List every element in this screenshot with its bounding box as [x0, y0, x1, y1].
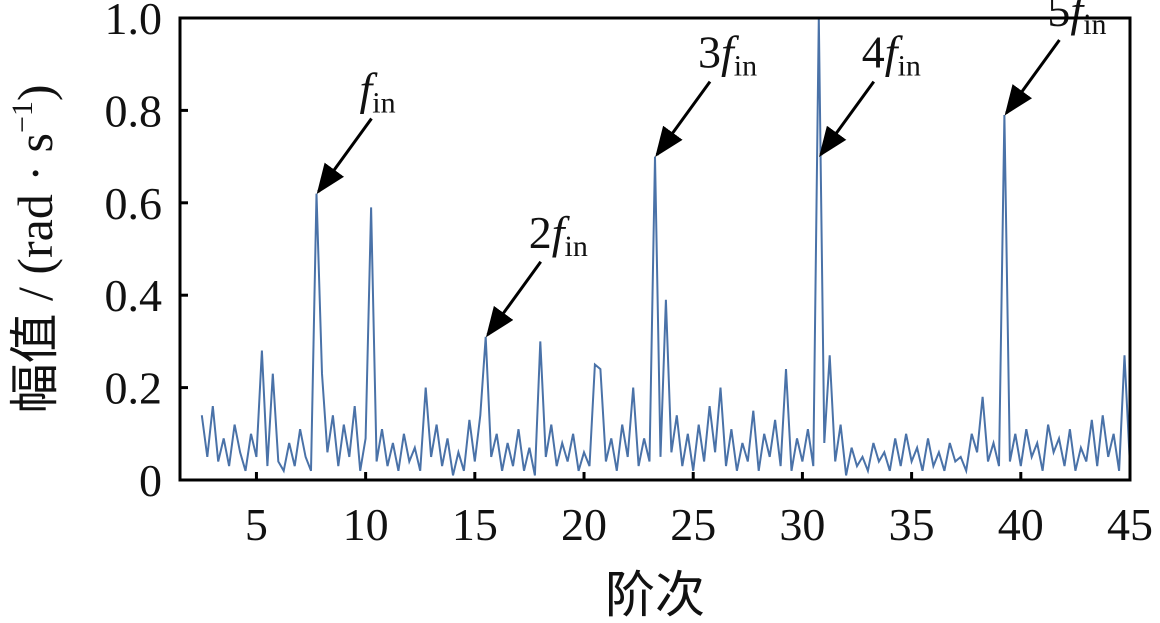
annotation-arrow: [819, 80, 876, 158]
annotation-prefix: 4: [862, 27, 885, 78]
x-tick-label: 10: [343, 499, 389, 550]
x-tick-label: 15: [452, 499, 498, 550]
annotation-arrow: [485, 260, 542, 338]
annotation-label: fin: [359, 64, 395, 120]
x-tick-label: 30: [779, 499, 825, 550]
x-tick-label: 40: [998, 499, 1044, 550]
y-label-suffix: ): [7, 84, 63, 101]
y-label-sup: −1: [6, 101, 39, 133]
annotation-subscript: in: [565, 230, 588, 263]
annotation-arrow: [655, 80, 712, 158]
annotation-subscript: in: [1083, 8, 1106, 41]
annotation-label: 3fin: [698, 27, 757, 83]
annotation-subscript: in: [372, 87, 395, 120]
annotation-arrow: [1004, 39, 1061, 116]
annotation-label: 4fin: [862, 27, 921, 83]
y-tick-label: 0.8: [105, 85, 163, 136]
annotation-prefix: 2: [529, 207, 552, 258]
x-tick-label: 45: [1107, 499, 1153, 550]
y-tick-label: 0.6: [105, 178, 163, 229]
y-tick-label: 1.0: [105, 0, 163, 44]
y-axis-label: 幅值 / (rad · s−1): [6, 84, 63, 413]
x-tick-label: 25: [670, 499, 716, 550]
x-tick-label: 20: [561, 499, 607, 550]
annotation-subscript: in: [734, 50, 757, 83]
x-axis-label: 阶次: [605, 567, 705, 623]
y-tick-label: 0.4: [105, 270, 163, 321]
y-tick-label: 0.2: [105, 363, 163, 414]
annotation-label: 5fin: [1047, 0, 1106, 41]
x-tick-label: 35: [889, 499, 935, 550]
y-tick-label: 0: [139, 455, 162, 506]
x-tick-label: 5: [245, 499, 268, 550]
y-label-text: 幅值 / (rad · s: [7, 133, 63, 414]
spectrum-line: [200, 17, 1131, 476]
annotation-label: 2fin: [529, 207, 588, 263]
annotation-subscript: in: [898, 50, 921, 83]
annotation-arrow: [316, 117, 373, 194]
annotation-prefix: 3: [698, 27, 721, 78]
plot-frame: [178, 16, 1132, 482]
